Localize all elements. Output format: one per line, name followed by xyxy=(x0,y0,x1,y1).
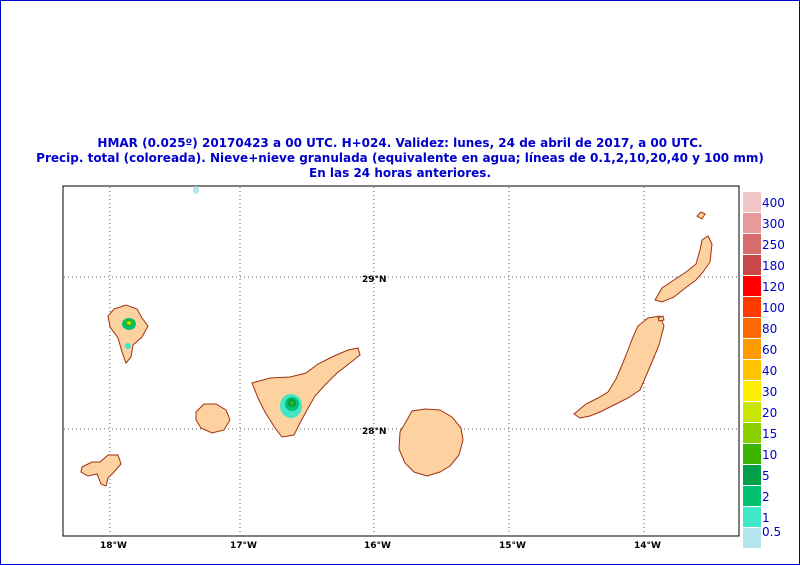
legend-value: 100 xyxy=(762,301,785,315)
lat-label-29n: 29°N xyxy=(362,275,387,285)
legend-swatch xyxy=(743,486,761,506)
legend-row: 5 xyxy=(743,465,799,486)
legend-value: 300 xyxy=(762,217,785,231)
legend-row: 40 xyxy=(743,360,799,381)
legend-swatch xyxy=(743,192,761,212)
lon-label-17w: 17°W xyxy=(230,541,257,551)
lon-label-15w: 15°W xyxy=(499,541,526,551)
legend-swatch xyxy=(743,402,761,422)
island-tenerife xyxy=(251,347,361,438)
legend-row: 250 xyxy=(743,234,799,255)
legend-swatch xyxy=(743,465,761,485)
legend-value: 120 xyxy=(762,280,785,294)
legend-swatch xyxy=(743,507,761,527)
legend-row xyxy=(743,528,799,549)
island-gran-canaria xyxy=(398,408,464,477)
legend-value: 1 xyxy=(762,511,770,525)
legend-swatch xyxy=(743,528,761,548)
island-lanzarote xyxy=(654,235,713,303)
graticule xyxy=(64,187,738,535)
legend-value: 400 xyxy=(762,196,785,210)
islands xyxy=(80,211,713,487)
islet-la-graciosa xyxy=(696,211,706,220)
legend-row: 400 xyxy=(743,192,799,213)
island-fuerteventura xyxy=(573,315,665,419)
legend-row: 300 xyxy=(743,213,799,234)
precip-legend: 400 300 250 180 120 100 80 60 40 30 20 15 10 5 2 1 xyxy=(743,192,799,549)
legend-row: 180 xyxy=(743,255,799,276)
precip-patch-sea-north xyxy=(193,186,199,194)
legend-swatch xyxy=(743,444,761,464)
island-el-hierro xyxy=(80,454,122,487)
legend-value: 15 xyxy=(762,427,778,441)
legend-value: 30 xyxy=(762,385,778,399)
legend-row: 2 xyxy=(743,486,799,507)
title-line-1: HMAR (0.025º) 20170423 a 00 UTC. H+024. … xyxy=(97,136,703,150)
legend-row: 1 xyxy=(743,507,799,528)
legend-swatch xyxy=(743,318,761,338)
lon-label-16w: 16°W xyxy=(364,541,391,551)
legend-value: 60 xyxy=(762,343,778,357)
legend-row: 15 xyxy=(743,423,799,444)
precip-patch-la-palma-3 xyxy=(127,321,131,325)
legend-swatch xyxy=(743,234,761,254)
legend-value: 5 xyxy=(762,469,770,483)
title-line-2: Precip. total (coloreada). Nieve+nieve g… xyxy=(36,151,764,165)
legend-swatch xyxy=(743,276,761,296)
lon-label-14w: 14°W xyxy=(634,541,661,551)
legend-swatch xyxy=(743,339,761,359)
precipitation-field xyxy=(122,186,302,418)
legend-row: 60 xyxy=(743,339,799,360)
legend-row: 120 xyxy=(743,276,799,297)
lat-label-28n: 28°N xyxy=(362,427,387,437)
legend-swatch xyxy=(743,297,761,317)
legend-swatch xyxy=(743,360,761,380)
island-la-gomera xyxy=(195,403,231,434)
map-title: HMAR (0.025º) 20170423 a 00 UTC. H+024. … xyxy=(0,136,800,181)
islet-lobos xyxy=(657,315,665,322)
lon-label-18w: 18°W xyxy=(100,541,127,551)
legend-value: 80 xyxy=(762,322,778,336)
legend-row: 10 xyxy=(743,444,799,465)
legend-value: 180 xyxy=(762,259,785,273)
legend-row: 100 xyxy=(743,297,799,318)
title-line-3: En las 24 horas anteriores. xyxy=(309,166,491,180)
precip-patch-la-palma-4 xyxy=(125,343,131,349)
legend-value: 20 xyxy=(762,406,778,420)
legend-swatch xyxy=(743,423,761,443)
legend-value: 2 xyxy=(762,490,770,504)
legend-value: 40 xyxy=(762,364,778,378)
legend-bottom-label: 0.5 xyxy=(762,525,782,539)
legend-swatch xyxy=(743,213,761,233)
precip-patch-tenerife-4 xyxy=(290,401,294,405)
legend-row: 80 xyxy=(743,318,799,339)
legend-value: 10 xyxy=(762,448,778,462)
legend-swatch xyxy=(743,381,761,401)
legend-row: 30 xyxy=(743,381,799,402)
legend-swatch xyxy=(743,255,761,275)
island-la-palma xyxy=(107,304,149,364)
legend-value: 250 xyxy=(762,238,785,252)
legend-row: 20 xyxy=(743,402,799,423)
